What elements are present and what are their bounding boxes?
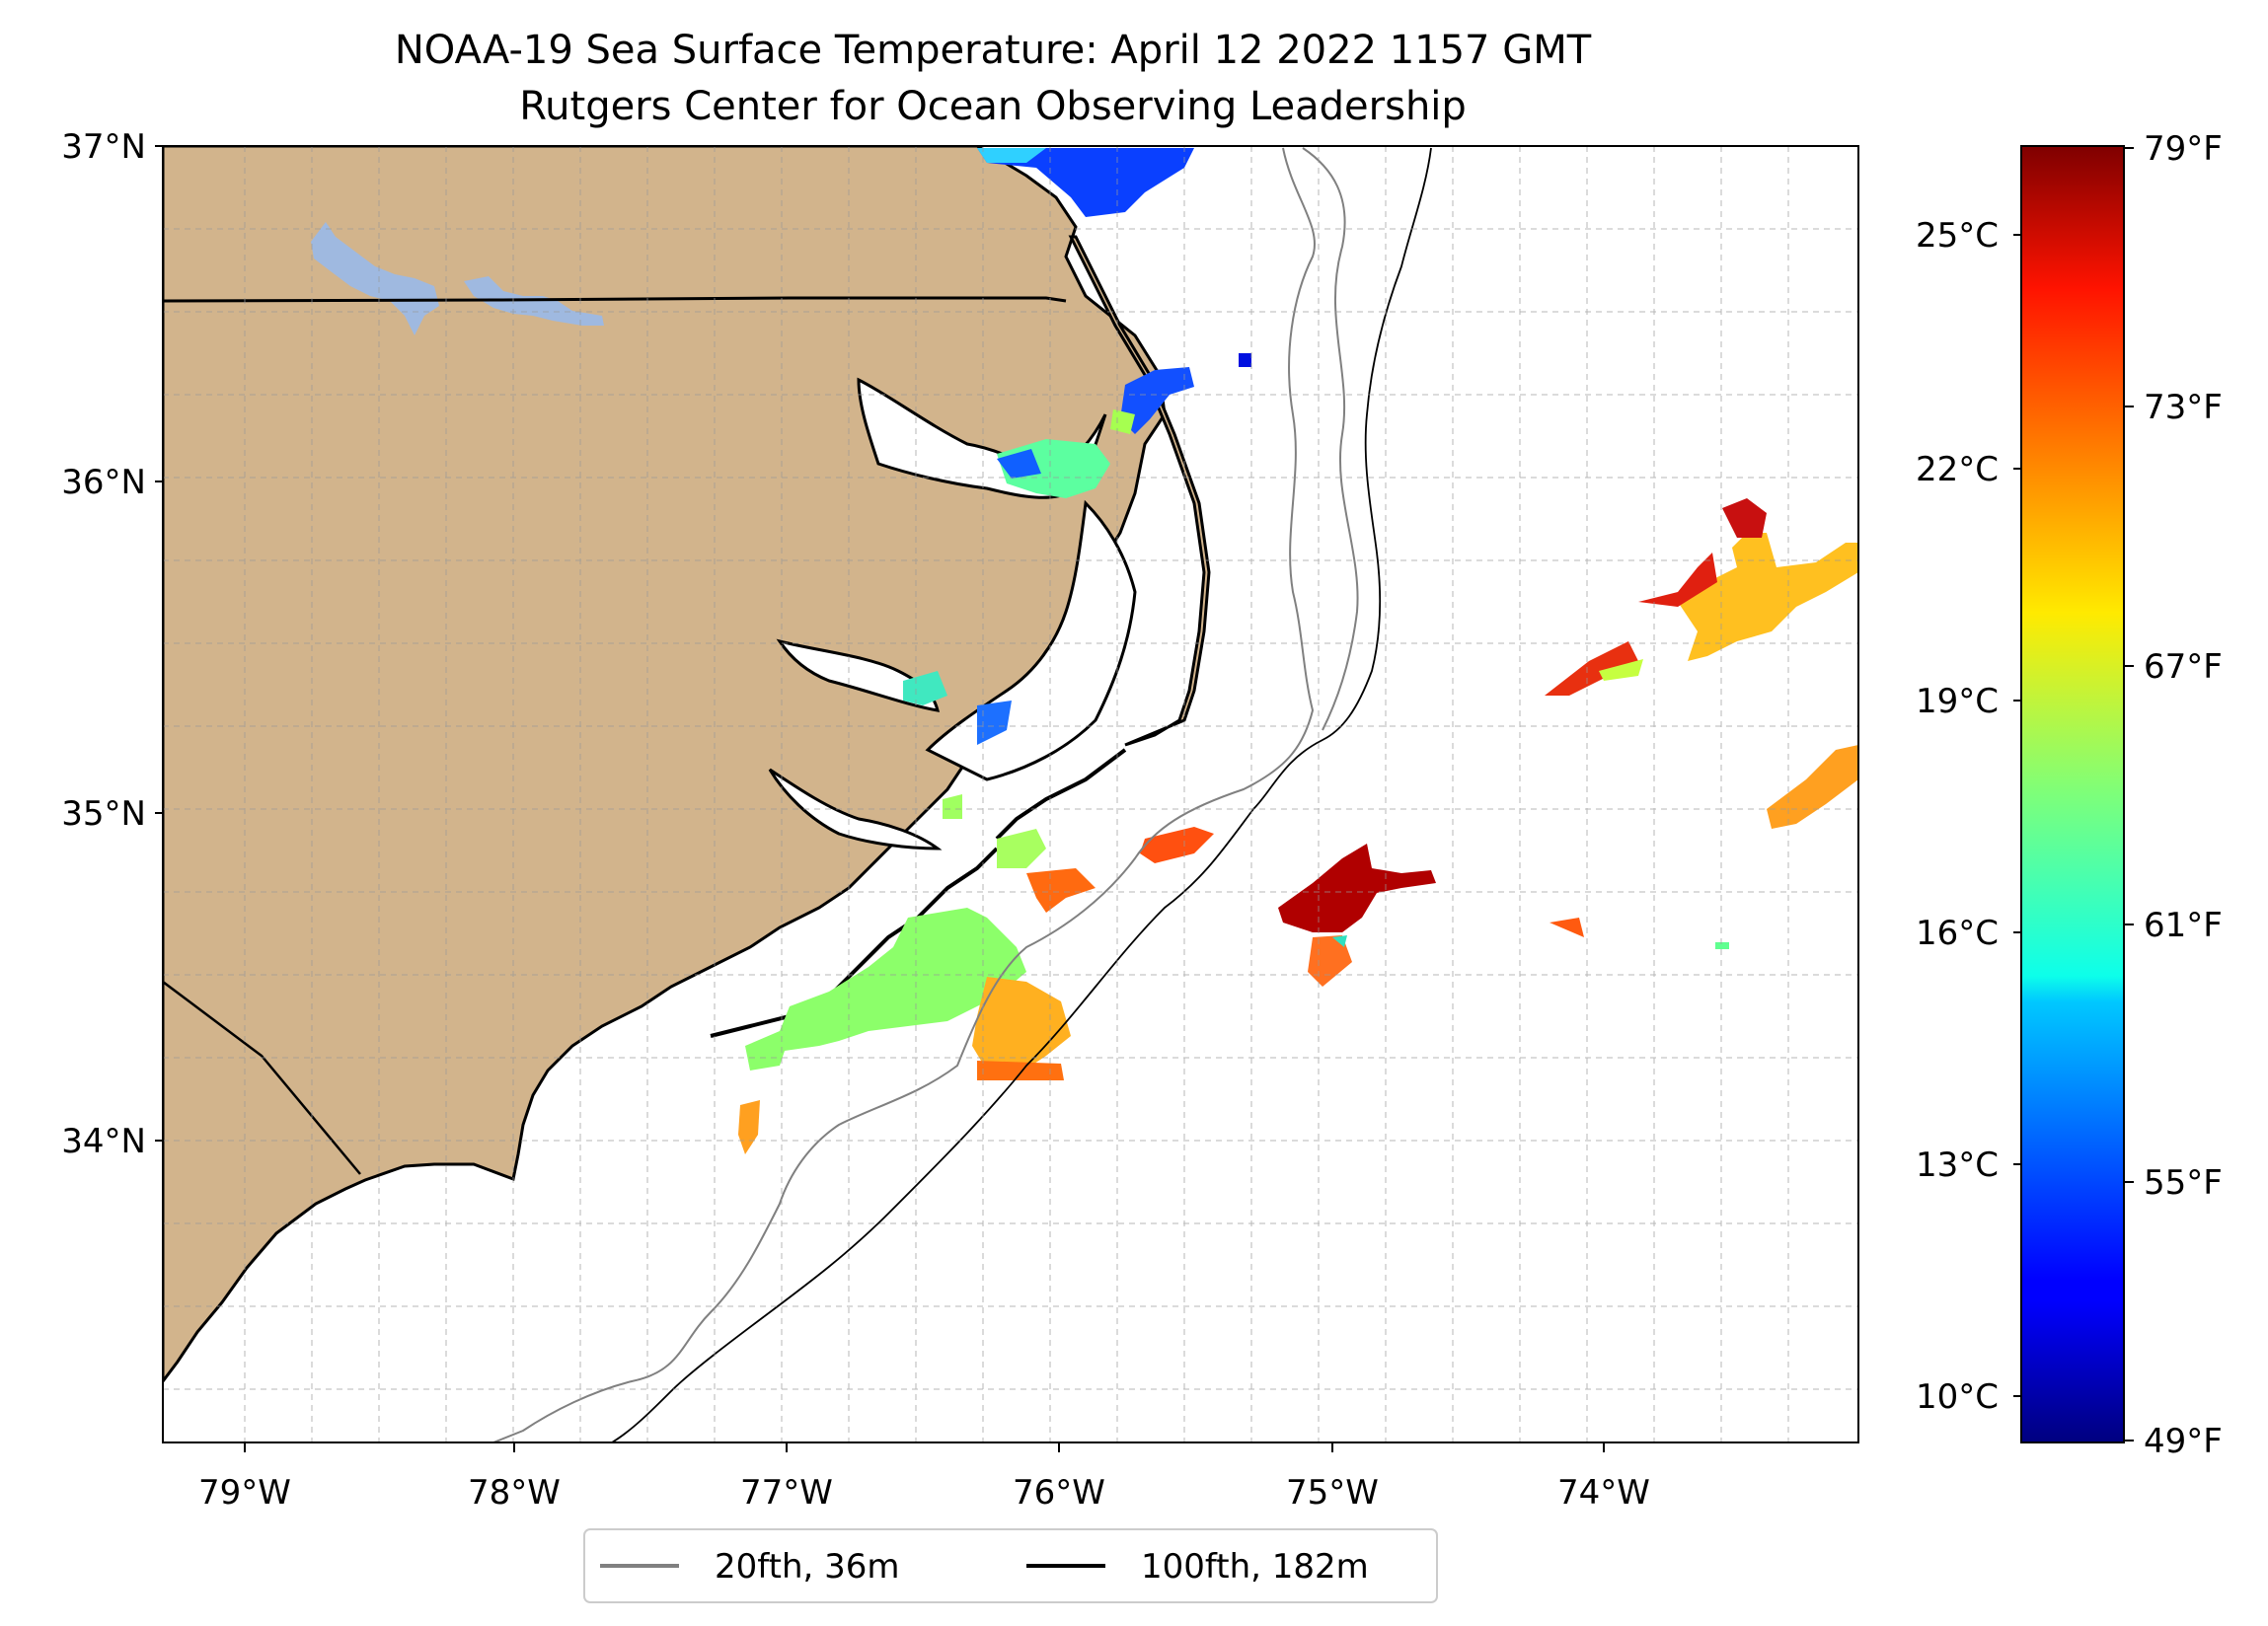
cbar-f-49: 49°F [2144,1422,2223,1461]
legend-label-20fth: 20fth, 36m [715,1547,900,1587]
sst-patch-cape-lookout-warm [1026,868,1096,913]
contour-20-fathom-shelf-break [1302,147,1359,731]
legend-box [583,1528,1438,1603]
lon-label-76w: 76°W [1013,1473,1105,1513]
cbar-f-55: 55°F [2144,1163,2223,1203]
neuse-river [768,768,943,850]
sst-patch-gulf-stream-hot [1278,844,1436,932]
sst-patch-east-4 [1767,745,1858,829]
outer-banks [1068,235,1211,747]
colorbar-celsius-labels: 25°C 22°C 19°C 16°C 13°C 10°C [1916,216,1999,1417]
legend-label-100fth: 100fth, 182m [1141,1547,1369,1587]
sst-patch-east-2-green [1599,659,1643,681]
sst-patch-north-chesapeake-edge [977,148,1046,163]
sst-patch-dot [1239,353,1251,367]
nc-sc-border [163,981,361,1175]
sst-patch-gulf-stream-edge [1140,827,1214,863]
sst-patch-east-5 [1715,942,1729,949]
sst-patch-east-3-red [1638,553,1717,607]
lon-label-78w: 78°W [468,1473,561,1513]
lat-label-37n: 37°N [61,127,146,167]
map-title-line1: NOAA-19 Sea Surface Temperature: April 1… [395,28,1592,73]
cbar-c-19: 19°C [1916,682,1999,721]
sst-patch-onslow-warm-center [972,977,1071,1075]
sst-patch-east-1 [1550,918,1584,937]
pamlico-river [776,638,941,712]
sst-patch-east-3-cap [1722,498,1767,538]
colorbar-celsius-ticks [2013,234,2021,1397]
map-frame [162,145,1859,1443]
cbar-f-73: 73°F [2144,388,2223,427]
sst-patch-currituck-warm [1110,409,1135,434]
contour-100-fathom [611,147,1432,1442]
sst-patch-east-2 [1545,641,1638,696]
map-area [163,146,1858,1442]
sst-patch-onslow-main [745,908,1026,1071]
gridlines [163,146,1858,1442]
lat-label-36n: 36°N [61,463,146,502]
sst-patch-currituck [1120,367,1194,434]
sst-patches [738,148,1858,1154]
cbar-f-67: 67°F [2144,647,2223,687]
sst-patch-pamlico-3 [943,794,962,819]
colorbar-fahrenheit-labels: 79°F 73°F 67°F 61°F 55°F 49°F [2144,129,2223,1461]
sst-patch-cape-lookout-green [997,829,1046,868]
cbar-f-61: 61°F [2144,906,2223,945]
colorbar: 25°C 22°C 19°C 16°C 13°C 10°C 79°F 73°F … [1916,129,2223,1461]
lon-label-77w: 77°W [740,1473,833,1513]
lat-label-34n: 34°N [61,1122,146,1161]
colorbar-gradient [2020,145,2125,1443]
lat-ticks [155,145,163,1142]
sst-patch-north-chesapeake [977,148,1194,217]
colorbar-fahrenheit-ticks [2124,147,2134,1441]
sst-patch-albemarle-cool [997,449,1041,479]
map-title-line2: Rutgers Center for Ocean Observing Leade… [519,84,1467,129]
sst-patch-onslow-warm-tail [977,1061,1064,1080]
legend: 20fth, 36m 100fth, 182m [583,1528,1438,1603]
cbar-c-13: 13°C [1916,1146,1999,1185]
sst-patch-gulf-stream-small [1332,935,1347,947]
lon-label-75w: 75°W [1286,1473,1379,1513]
cbar-f-79: 79°F [2144,129,2223,169]
lon-ticks [244,1442,1605,1452]
cbar-c-10: 10°C [1916,1377,1999,1417]
lon-label-79w: 79°W [198,1473,291,1513]
kerr-lake [311,222,439,335]
sst-patch-pamlico-1 [903,671,947,705]
latitude-labels: 37°N 36°N 35°N 34°N [61,127,146,1161]
sst-patch-pamlico-2 [977,701,1012,745]
nc-va-border [163,296,1067,303]
longitude-labels: 79°W 78°W 77°W 76°W 75°W 74°W [198,1473,1650,1513]
cbar-c-25: 25°C [1916,216,1999,256]
core-banks [710,748,1127,1038]
cbar-c-22: 22°C [1916,450,1999,489]
cbar-c-16: 16°C [1916,914,1999,953]
lon-label-74w: 74°W [1557,1473,1650,1513]
sst-patch-east-3 [1678,533,1858,661]
lat-label-35n: 35°N [61,794,146,834]
